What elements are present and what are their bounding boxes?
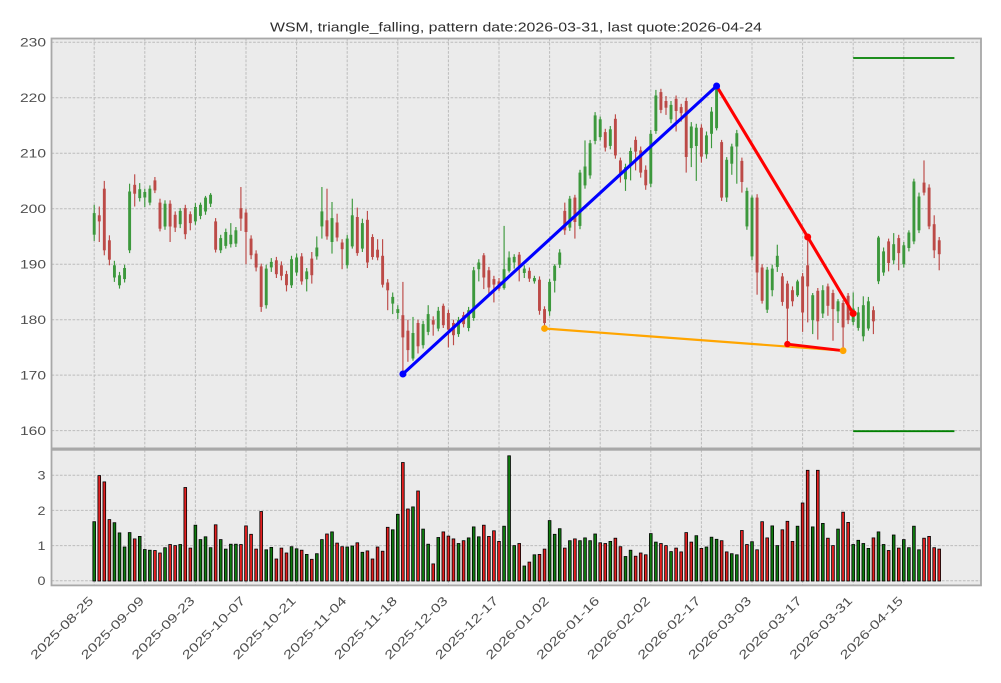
- svg-text:180: 180: [20, 313, 46, 327]
- svg-text:WSM, triangle_falling, pattern: WSM, triangle_falling, pattern date:2026…: [270, 20, 762, 35]
- svg-text:0: 0: [38, 574, 46, 588]
- svg-text:2: 2: [38, 504, 46, 518]
- svg-text:230: 230: [20, 36, 46, 50]
- svg-text:3: 3: [38, 469, 46, 483]
- svg-text:160: 160: [20, 424, 46, 438]
- svg-text:210: 210: [20, 147, 46, 161]
- svg-text:200: 200: [20, 202, 46, 216]
- svg-text:1: 1: [38, 539, 46, 553]
- svg-text:190: 190: [20, 258, 46, 272]
- svg-text:170: 170: [20, 369, 46, 383]
- svg-text:220: 220: [20, 91, 46, 105]
